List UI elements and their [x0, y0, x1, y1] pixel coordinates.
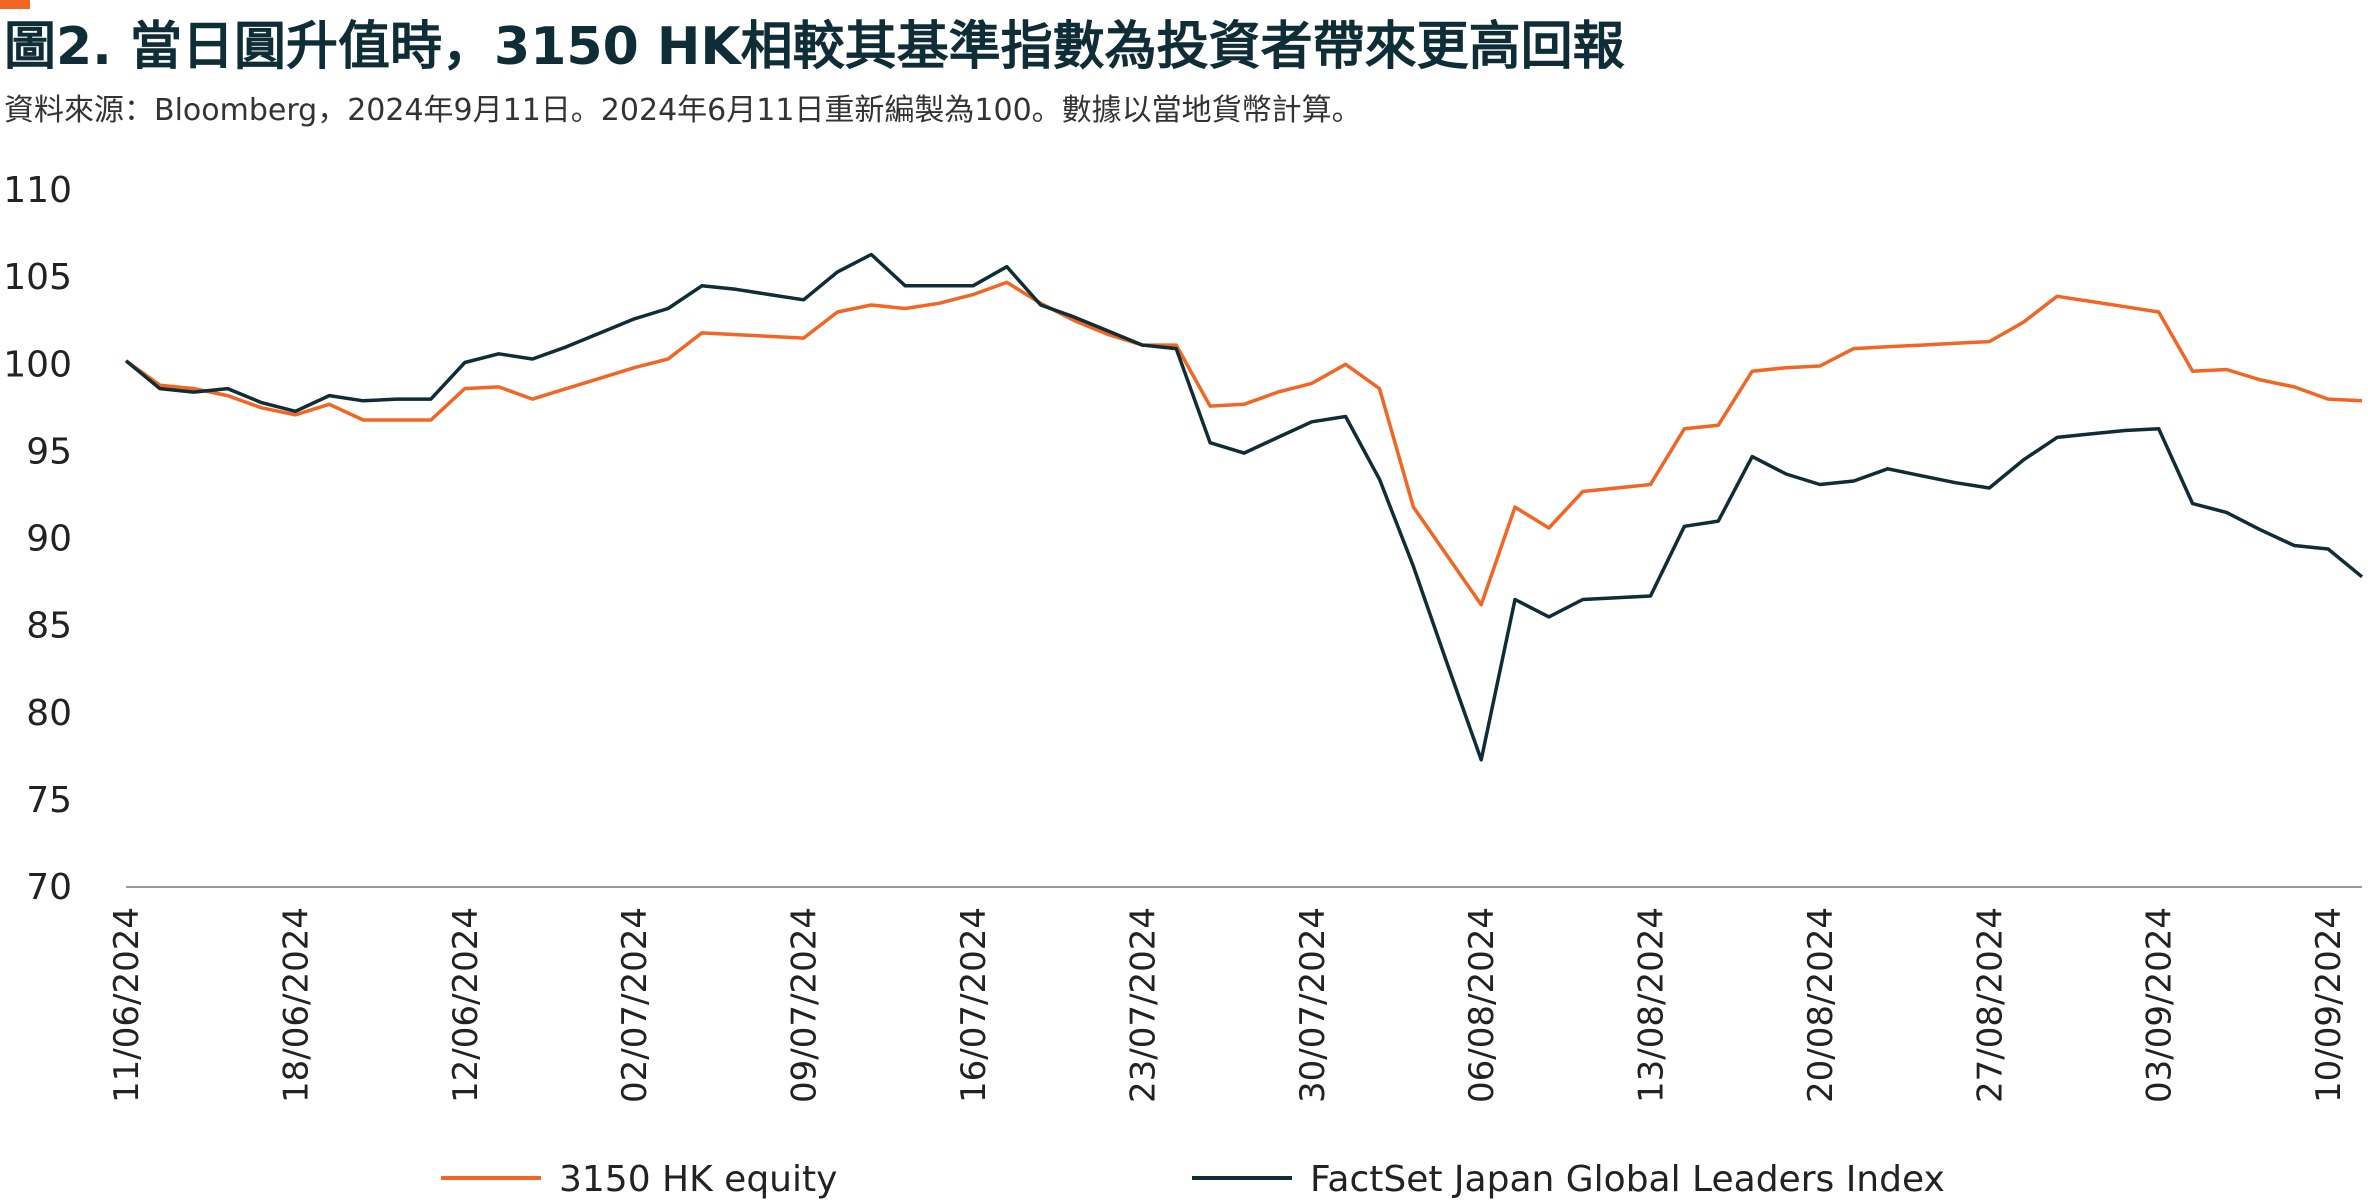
y-tick-label: 95	[26, 431, 72, 472]
y-tick-label: 70	[26, 867, 72, 908]
accent-bar	[0, 0, 30, 9]
x-tick-label: 06/08/2024	[1462, 907, 1502, 1103]
x-tick-label: 20/08/2024	[1801, 907, 1841, 1103]
y-tick-label: 100	[3, 344, 72, 385]
y-tick-label: 90	[26, 519, 72, 560]
x-tick-label: 18/06/2024	[276, 907, 316, 1103]
x-tick-label: 10/09/2024	[2309, 907, 2349, 1103]
y-tick-label: 85	[26, 606, 72, 647]
y-tick-label: 110	[3, 170, 72, 211]
x-tick-label: 16/07/2024	[954, 907, 994, 1103]
x-tick-label: 13/08/2024	[1632, 907, 1672, 1103]
x-tick-label: 23/07/2024	[1123, 907, 1163, 1103]
x-tick-label: 30/07/2024	[1293, 907, 1333, 1103]
y-tick-label: 105	[3, 257, 72, 298]
line-series	[124, 252, 2364, 762]
x-tick-label: 03/09/2024	[2140, 907, 2180, 1103]
x-tick-label: 12/06/2024	[446, 907, 486, 1103]
y-tick-label: 75	[26, 780, 72, 821]
line-series	[124, 280, 2363, 607]
legend-label: 3150 HK equity	[559, 1159, 837, 1200]
x-tick-label: 27/08/2024	[1970, 907, 2010, 1103]
legend-label: FactSet Japan Global Leaders Index	[1310, 1159, 1945, 1200]
chart-subtitle: 資料來源：Bloomberg，2024年9月11日。2024年6月11日重新編製…	[4, 93, 1362, 128]
y-tick-label: 80	[26, 693, 72, 734]
x-tick-label: 09/07/2024	[785, 907, 825, 1103]
x-tick-label: 02/07/2024	[615, 907, 655, 1103]
x-tick-label: 11/06/2024	[107, 907, 147, 1103]
chart-title: 圖2. 當日圓升值時，3150 HK相較其基準指數為投資者帶來更高回報	[4, 17, 1625, 77]
